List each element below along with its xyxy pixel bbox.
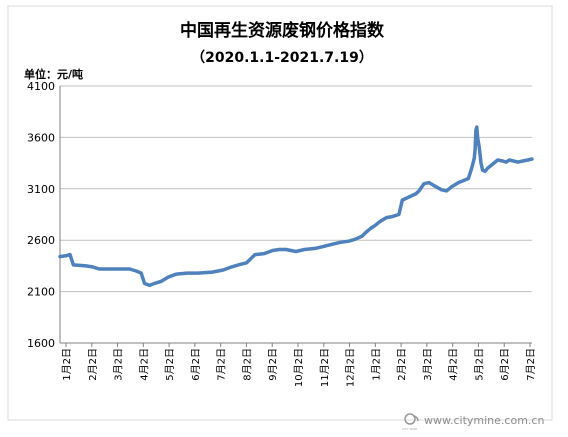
- series-line: [58, 125, 534, 288]
- x-tick-label: 3月2日: [422, 348, 434, 381]
- watermark: CITY MINE www.citymine.com.cn: [402, 413, 544, 431]
- watermark-logo-icon: [404, 413, 419, 425]
- x-tick-labels: 1月2日 2月2日 3月2日 4月2日 5月2日 6月2日 7月2日 8月2日 9月2日 10月2…: [61, 348, 537, 387]
- x-tick-label: 6月2日: [499, 348, 511, 381]
- x-tick-label: 7月2日: [525, 348, 537, 381]
- series: [58, 125, 534, 288]
- chart-frame: [7, 5, 553, 421]
- x-tick-label: 1月2日: [61, 348, 73, 381]
- y-tick-label: 3600: [27, 131, 55, 144]
- watermark-url: www.citymine.com.cn: [424, 414, 544, 427]
- x-tick-label: 5月2日: [164, 348, 176, 381]
- x-tick-label: 6月2日: [190, 348, 202, 381]
- x-tick-label: 3月2日: [113, 348, 125, 381]
- y-tick-label: 3100: [27, 183, 55, 196]
- x-tick-label: 4月2日: [138, 348, 150, 381]
- x-tick-label: 2月2日: [87, 348, 99, 381]
- axes: [59, 86, 532, 347]
- y-tick-label: 4100: [27, 80, 55, 93]
- x-tick-label: 4月2日: [448, 348, 460, 381]
- y-tick-labels: 1600 2100 2600 3100 3600 4100: [27, 80, 55, 350]
- x-tick-label: 2月2日: [396, 348, 408, 381]
- x-tick-label: 7月2日: [216, 348, 228, 381]
- unit-label: 单位：元/吨: [24, 67, 83, 81]
- x-tick-label: 12月2日: [345, 348, 357, 387]
- chart-subtitle: （2020.1.1-2021.7.19）: [191, 50, 373, 66]
- x-tick-label: 1月2日: [370, 348, 382, 381]
- x-tick-label: 10月2日: [293, 348, 305, 387]
- watermark-brand: CITY MINE: [402, 427, 417, 431]
- x-tick-label: 9月2日: [267, 348, 279, 381]
- y-tick-label: 2600: [27, 234, 55, 247]
- y-tick-label: 2100: [27, 286, 55, 299]
- x-tick-label: 11月2日: [319, 348, 331, 387]
- chart-title: 中国再生资源废钢价格指数: [180, 20, 385, 41]
- x-tick-label: 8月2日: [241, 348, 253, 381]
- y-tick-label: 1600: [27, 337, 55, 350]
- x-tick-label: 5月2日: [473, 348, 485, 381]
